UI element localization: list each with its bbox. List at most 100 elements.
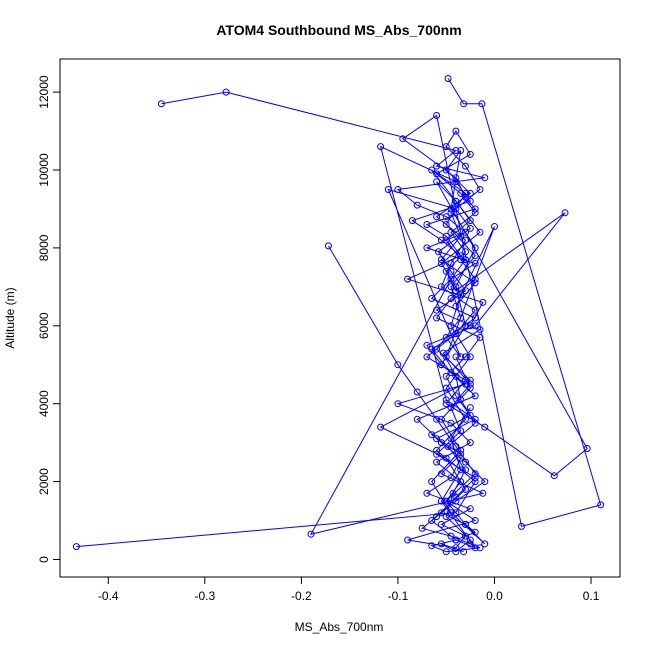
x-tick-label: -0.3 [194,589,215,603]
data-point [471,205,479,213]
data-point [437,283,445,291]
data-point [466,150,474,158]
data-point [404,275,412,283]
data-point [476,334,484,341]
data-point [471,260,479,267]
data-point [491,223,498,230]
data-point [433,314,441,322]
data-point [442,143,450,151]
data-point [457,446,465,454]
data-point [423,221,431,228]
data-point [462,228,469,236]
data-point [442,372,450,380]
data-point [442,400,450,408]
data-point [452,544,460,552]
data-point [457,147,465,154]
data-point [476,186,484,193]
x-tick-label: -0.4 [98,589,119,603]
data-point [324,242,332,250]
data-point [466,353,474,361]
data-point [452,443,460,450]
series-line [161,91,588,535]
y-axis-label: Altitude (m) [3,287,17,348]
data-point [466,505,474,513]
data-point [452,353,460,361]
data-point [437,361,445,369]
data-point [561,209,569,217]
data-point [476,228,484,236]
data-point [444,443,452,450]
data-point [452,548,460,556]
data-point [466,217,474,225]
data-point [433,415,441,423]
data-point [437,256,445,264]
data-point [452,205,460,213]
data-point [433,112,441,119]
data-point [447,283,455,291]
data-point [460,548,468,556]
data-point [452,283,460,291]
data-point [433,213,441,221]
data-point [433,446,441,454]
data-point [447,275,455,283]
data-point [433,178,441,186]
data-point [462,287,469,295]
data-point [442,232,450,240]
data-point [222,88,230,96]
data-point [452,536,460,544]
y-axis: 0 2000 4000 6000 8000 10000 12000 [37,75,61,563]
data-point [462,189,469,197]
data-point [423,341,431,349]
data-point [466,439,474,447]
y-tick-label: 6000 [37,312,51,339]
data-point [452,330,460,338]
data-point [462,532,469,540]
series-line [327,245,486,545]
data-point [428,431,436,439]
data-point [462,248,469,256]
data-point [423,489,431,497]
x-tick-label: -0.2 [291,589,312,603]
data-point [462,485,469,493]
data-point [462,415,469,423]
data-point [442,213,450,221]
y-tick-label: 12000 [37,75,51,109]
data-point [428,517,436,524]
data-point [437,520,445,528]
data-point [471,392,479,400]
data-point [442,166,450,174]
data-point [466,376,474,384]
series-line [379,78,602,553]
data-point [452,127,460,135]
data-point [479,489,487,497]
data-point [399,135,407,143]
data-point [471,470,479,478]
data-point [428,345,436,353]
data-point [478,100,486,108]
data-point [481,174,489,182]
data-point [428,478,436,486]
data-point [442,548,450,556]
data-point [437,415,445,423]
data-point [479,298,487,306]
data-point [476,326,484,334]
data-point [466,536,474,544]
data-point [394,361,402,369]
data-point [462,458,469,466]
data-point [444,75,452,82]
data-point [481,540,489,548]
data-point [462,236,469,244]
data-point [471,474,479,482]
data-point [377,423,385,431]
data-point [457,466,465,474]
data-point [597,501,605,509]
data-point [466,197,474,205]
data-point [435,248,442,256]
series-line [76,169,481,549]
data-point [471,322,479,330]
data-point [466,404,474,412]
data-point [447,205,455,213]
data-point [452,509,460,517]
data-point [457,427,465,435]
